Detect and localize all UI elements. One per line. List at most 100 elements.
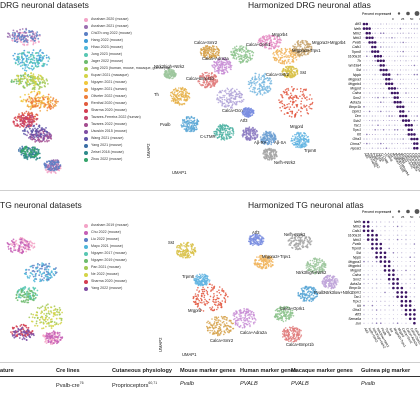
tg-dot — [371, 238, 374, 241]
drg-dot — [411, 120, 413, 122]
tg-dot — [413, 283, 415, 285]
drg-dot — [369, 55, 371, 57]
drg-dot — [402, 147, 404, 149]
panel-divider-bottom — [0, 362, 420, 363]
drg-dot-gene-label: Mrgprd — [350, 87, 361, 91]
drg-legend-item: Usoskin 2015 (mouse) — [84, 128, 127, 135]
drg-dot — [377, 129, 379, 131]
drg-dot — [402, 83, 404, 85]
drg-dot — [363, 37, 365, 39]
drg-legend-swatch — [84, 143, 88, 148]
drg-dot — [388, 106, 390, 108]
drg-dot — [385, 37, 388, 39]
drg-dot — [371, 115, 374, 117]
drg-dot — [399, 60, 401, 62]
tg-dot — [405, 265, 407, 267]
drg-dot — [365, 31, 369, 35]
tg-dot-gene-label: Mrgpra3 — [348, 260, 361, 264]
tg-dot — [392, 318, 394, 320]
drg-dot — [391, 97, 393, 99]
drg-dot — [380, 87, 382, 89]
drg-dot — [397, 41, 399, 43]
drg-dot-celltype-label: Sst — [388, 152, 394, 158]
drg-dot — [385, 106, 387, 108]
drg-legend-item: Avraham 2020 (mouse) — [84, 16, 129, 23]
tg-dot — [413, 243, 416, 245]
tg-dataset-cluster — [6, 238, 31, 255]
tg-dot-celltype-label: Pvalb — [380, 327, 388, 336]
drg-dot — [410, 128, 413, 132]
drg-dot — [401, 105, 405, 109]
drg-dot-gene-label: Mrgprb4 — [348, 82, 361, 86]
tg-legend-label: Ne 2022 (mouse) — [91, 272, 119, 276]
tg-dot — [388, 243, 390, 245]
tg-dot — [401, 269, 403, 271]
tg-dot — [408, 317, 412, 321]
tg-dot — [413, 234, 415, 236]
drg-dataset-cluster — [25, 93, 59, 110]
table-cell-guinea-pig: Pvalb — [361, 381, 375, 387]
drg-dot — [397, 60, 399, 62]
drg-dot — [371, 23, 373, 25]
drg-dot — [399, 100, 402, 104]
drg-dot — [385, 124, 387, 126]
tg-dot — [376, 265, 378, 267]
drg-dot — [410, 101, 413, 103]
drg-dot — [394, 51, 396, 53]
tg-legend-label: Nguyen 2019 (mouse) — [91, 258, 127, 262]
tg-dot — [363, 256, 365, 258]
drg-legend-swatch — [84, 108, 88, 113]
tg-dot — [397, 265, 399, 267]
tg-legend-label: Mayo 2021 (mouse) — [91, 244, 123, 248]
drg-dot — [369, 101, 371, 103]
tg-dot — [388, 322, 390, 324]
drg-dot — [397, 110, 399, 112]
drg-dot — [366, 101, 368, 103]
drg-dot — [369, 120, 371, 122]
drg-dot — [366, 55, 368, 57]
drg-dot — [405, 69, 407, 71]
tg-dot — [392, 296, 395, 298]
tg-dot — [380, 274, 382, 276]
drg-dot — [374, 64, 376, 66]
drg-dot — [408, 23, 410, 25]
tg-dot — [375, 278, 378, 280]
tg-dot-gene-label: Sst — [356, 251, 362, 255]
tg-celltype-cluster — [176, 241, 197, 259]
drg-dot — [399, 23, 401, 25]
tg-dot — [397, 230, 399, 232]
drg-dot — [382, 59, 385, 63]
drg-dot — [402, 78, 404, 80]
tg-dot — [375, 282, 378, 285]
tg-dot — [367, 296, 369, 298]
tg-dataset-cluster — [45, 330, 64, 345]
drg-dot — [368, 110, 371, 113]
drg-dot — [380, 78, 382, 80]
tg-legend-item: Pan 2021 (mouse) — [84, 264, 121, 271]
tg-dot-plot: Percent expressed0255075NefhNtrk2Calb1S1… — [348, 209, 420, 349]
tg-dot — [409, 287, 411, 289]
drg-dot — [363, 138, 365, 140]
drg-dot-gene-label: Hpcal1 — [350, 146, 361, 150]
drg-cluster-label: Aβ-RA — [254, 140, 267, 145]
tg-dot — [387, 264, 391, 268]
drg-legend-label: Tavares 2022 (mouse) — [91, 122, 127, 126]
drg-dot — [408, 41, 410, 43]
tg-datasets-legend: Avraham 2019 (mouse) Chu 2022 (mouse) Liu … — [84, 222, 154, 302]
tg-dot — [380, 278, 382, 280]
drg-dot — [396, 105, 399, 109]
drg-dot — [388, 110, 390, 113]
tg-dot — [375, 242, 378, 246]
drg-dot — [368, 27, 371, 30]
tg-dot — [367, 309, 369, 311]
drg-dot — [413, 60, 415, 62]
drg-cluster-label: Calca+Adra2a — [202, 56, 229, 61]
drg-dot — [405, 60, 407, 62]
drg-legend-item: Sharma 2020 (mouse) — [84, 107, 127, 114]
tg-dot — [413, 287, 416, 289]
drg-dot — [407, 128, 411, 132]
drg-dot — [399, 37, 401, 39]
drg-dot — [391, 78, 393, 80]
drg-legend-item: Hhao 2023 (mouse) — [84, 44, 123, 51]
drg-legend-item: Yang 2021 (mouse) — [84, 142, 122, 149]
